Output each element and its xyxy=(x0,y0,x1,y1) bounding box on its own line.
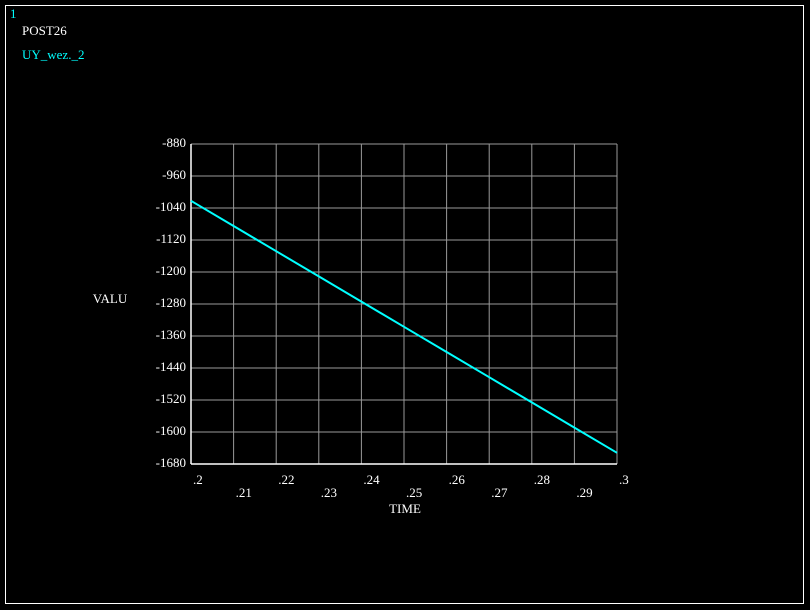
y-tick-label: -1040 xyxy=(156,199,186,214)
x-tick-label: .22 xyxy=(278,472,294,487)
x-tick-label: .3 xyxy=(619,472,629,487)
x-tick-label: .26 xyxy=(449,472,466,487)
y-tick-label: -1200 xyxy=(156,263,186,278)
y-tick-label: -1600 xyxy=(156,423,186,438)
y-tick-label: -1280 xyxy=(156,295,186,310)
y-tick-label: -960 xyxy=(162,167,186,182)
x-tick-label: .29 xyxy=(576,485,592,500)
y-tick-label: -1680 xyxy=(156,455,186,470)
x-tick-label: .27 xyxy=(491,485,508,500)
x-tick-label: .28 xyxy=(534,472,550,487)
window-number: 1 xyxy=(10,6,17,21)
x-tick-label: .24 xyxy=(363,472,380,487)
y-tick-label: -1120 xyxy=(156,231,186,246)
window-border xyxy=(5,5,804,604)
y-tick-label: -1360 xyxy=(156,327,186,342)
program-label: POST26 xyxy=(22,23,67,38)
x-tick-label: .21 xyxy=(236,485,252,500)
y-tick-label: -1520 xyxy=(156,391,186,406)
x-axis-label: TIME xyxy=(389,501,421,516)
legend-entry: UY_wez._2 xyxy=(22,47,84,62)
y-tick-label: -880 xyxy=(162,135,186,150)
x-tick-label: .25 xyxy=(406,485,422,500)
x-tick-label: .23 xyxy=(321,485,337,500)
data-line xyxy=(190,199,618,454)
y-tick-label: -1440 xyxy=(156,359,186,374)
y-axis-label: VALU xyxy=(93,291,128,306)
x-tick-label: .2 xyxy=(193,472,203,487)
